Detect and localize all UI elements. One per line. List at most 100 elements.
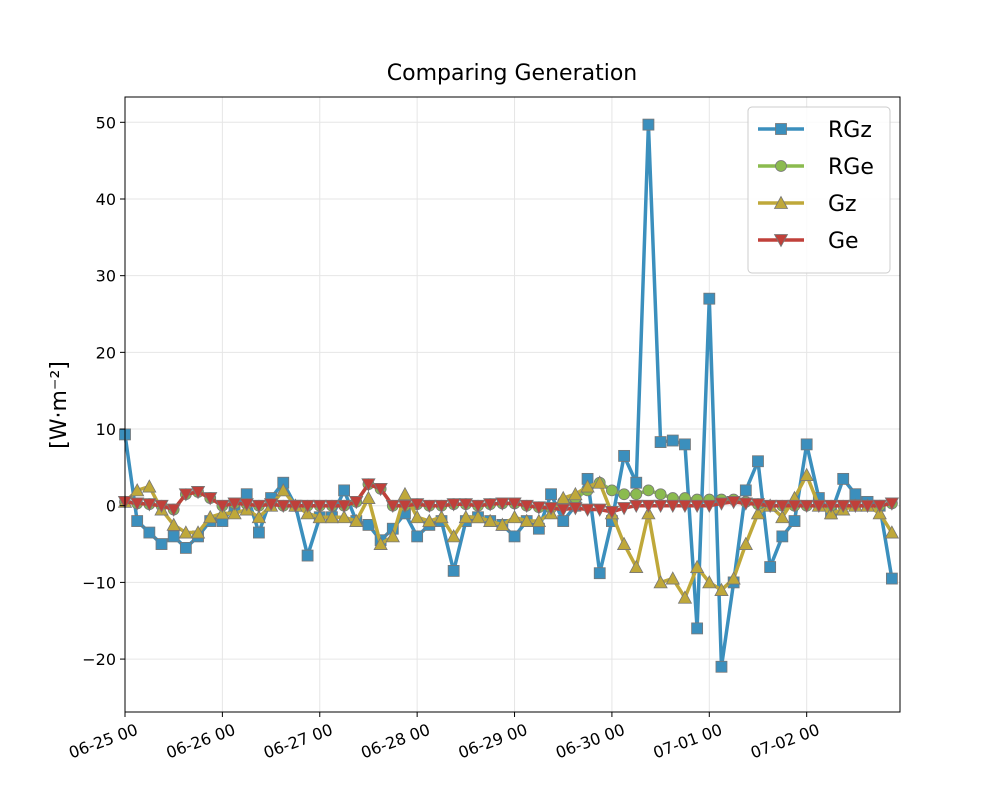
marker bbox=[276, 483, 291, 497]
y-tick-label: 20 bbox=[96, 343, 116, 362]
plot-frame bbox=[124, 96, 901, 713]
marker bbox=[677, 590, 693, 604]
marker bbox=[507, 509, 522, 524]
marker bbox=[215, 499, 230, 514]
marker bbox=[629, 499, 644, 514]
marker bbox=[738, 497, 753, 511]
marker bbox=[738, 536, 753, 550]
marker bbox=[665, 499, 680, 514]
marker bbox=[446, 498, 461, 512]
marker bbox=[434, 499, 449, 514]
marker bbox=[166, 503, 181, 517]
marker bbox=[422, 499, 437, 514]
marker bbox=[836, 499, 851, 514]
marker bbox=[178, 488, 194, 502]
marker bbox=[580, 503, 595, 517]
series-line bbox=[124, 482, 893, 514]
marker bbox=[726, 495, 741, 510]
marker bbox=[654, 488, 667, 501]
marker bbox=[154, 499, 169, 514]
marker bbox=[642, 118, 655, 131]
plot bbox=[117, 118, 900, 673]
marker bbox=[519, 499, 534, 514]
marker bbox=[679, 438, 691, 451]
marker bbox=[764, 561, 777, 573]
marker bbox=[362, 518, 375, 531]
marker bbox=[397, 499, 413, 514]
marker bbox=[155, 538, 168, 550]
marker bbox=[799, 467, 814, 481]
marker bbox=[227, 506, 242, 520]
marker bbox=[495, 497, 510, 511]
series-line bbox=[123, 473, 894, 600]
marker bbox=[130, 483, 145, 497]
marker bbox=[592, 475, 607, 489]
marker bbox=[531, 501, 547, 515]
marker bbox=[775, 509, 790, 524]
marker bbox=[508, 530, 521, 543]
legend-label: RGe bbox=[828, 155, 874, 180]
marker bbox=[593, 567, 606, 580]
marker bbox=[776, 530, 789, 543]
legend-label: Ge bbox=[828, 229, 859, 254]
marker bbox=[446, 529, 461, 543]
y-axis-label: [W·m⁻²] bbox=[47, 361, 72, 449]
marker bbox=[653, 575, 668, 589]
marker bbox=[543, 502, 559, 516]
y-tick-label: 0 bbox=[106, 497, 116, 516]
y-tick-label: 50 bbox=[96, 113, 116, 132]
marker bbox=[545, 488, 557, 501]
marker bbox=[312, 509, 327, 524]
marker bbox=[726, 571, 741, 585]
marker bbox=[618, 449, 630, 462]
marker bbox=[773, 234, 789, 248]
marker bbox=[483, 498, 498, 512]
marker bbox=[239, 498, 254, 512]
marker bbox=[361, 490, 376, 504]
marker bbox=[750, 498, 766, 512]
marker bbox=[263, 498, 279, 512]
chart-title: Comparing Generation bbox=[387, 61, 638, 86]
marker bbox=[788, 515, 801, 527]
marker bbox=[689, 559, 705, 573]
marker bbox=[654, 436, 667, 448]
marker bbox=[702, 575, 717, 589]
marker bbox=[240, 488, 253, 501]
y-tick-label: 30 bbox=[96, 267, 116, 286]
marker bbox=[872, 499, 887, 514]
marker bbox=[349, 513, 364, 527]
marker bbox=[227, 497, 242, 511]
marker bbox=[336, 499, 352, 514]
marker bbox=[143, 526, 156, 539]
marker bbox=[203, 492, 218, 506]
marker bbox=[849, 488, 862, 501]
marker bbox=[458, 509, 474, 524]
legend-label: Gz bbox=[828, 192, 857, 217]
marker bbox=[276, 499, 291, 514]
marker bbox=[190, 486, 206, 500]
marker bbox=[556, 490, 571, 504]
marker bbox=[411, 530, 424, 543]
marker bbox=[203, 509, 218, 524]
marker bbox=[131, 515, 144, 527]
marker bbox=[288, 499, 303, 514]
y-tick-label: −20 bbox=[82, 650, 116, 669]
marker bbox=[773, 195, 789, 209]
marker bbox=[739, 484, 752, 497]
marker bbox=[312, 499, 327, 514]
marker bbox=[787, 499, 802, 514]
marker bbox=[750, 506, 766, 520]
marker bbox=[434, 509, 449, 524]
marker bbox=[300, 499, 315, 514]
marker bbox=[397, 486, 413, 501]
marker bbox=[190, 525, 206, 539]
y-tick-label: −10 bbox=[82, 573, 116, 592]
marker bbox=[641, 499, 656, 514]
marker bbox=[618, 488, 630, 501]
marker bbox=[860, 499, 875, 514]
marker bbox=[483, 513, 498, 527]
marker bbox=[848, 499, 863, 514]
marker bbox=[715, 660, 728, 673]
marker bbox=[251, 499, 267, 514]
